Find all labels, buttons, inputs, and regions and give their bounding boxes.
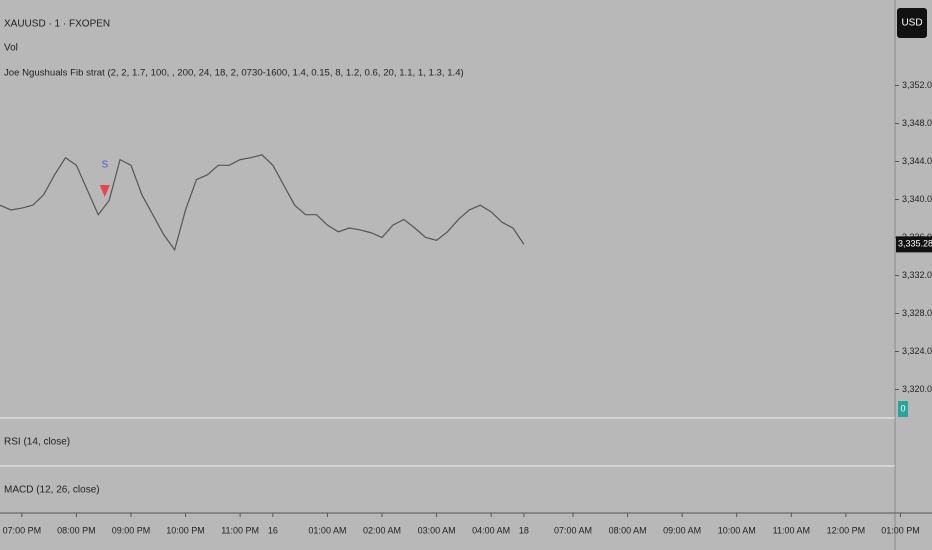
x-tick-label: 09:00 AM xyxy=(663,525,701,535)
last-price-label: 3,335.28 xyxy=(898,239,932,249)
x-tick-label: 10:00 AM xyxy=(718,525,756,535)
x-tick-label: 09:00 PM xyxy=(112,525,151,535)
x-tick-label: 03:00 AM xyxy=(418,525,456,535)
sell-signal xyxy=(99,185,110,197)
y-tick-label: 3,348.00 xyxy=(902,118,932,128)
x-tick-label: 08:00 AM xyxy=(609,525,647,535)
x-tick-label: 11:00 AM xyxy=(773,525,810,535)
x-tick-label: 18 xyxy=(519,525,529,535)
y-tick-label: 3,344.00 xyxy=(902,156,932,166)
x-tick-label: 12:00 PM xyxy=(827,525,866,535)
y-tick-label: 3,340.00 xyxy=(902,194,932,204)
y-tick-label: 3,324.00 xyxy=(902,346,932,356)
pane-label: MACD (12, 26, close) xyxy=(4,485,100,496)
x-tick-label: 01:00 AM xyxy=(308,525,346,535)
indicator-label: Joe Ngushuals Fib strat (2, 2, 1.7, 100,… xyxy=(4,68,464,79)
x-tick-label: 08:00 PM xyxy=(57,525,96,535)
y-tick-label: 3,328.00 xyxy=(902,308,932,318)
last-price-box xyxy=(896,236,932,253)
currency-label[interactable]: USD xyxy=(901,18,922,29)
price-line xyxy=(0,154,525,252)
y-tick-label: 3,332.00 xyxy=(902,270,932,280)
indicator-label: Vol xyxy=(4,43,18,54)
x-tick-label: 01:00 PM xyxy=(881,525,920,535)
currency-button[interactable] xyxy=(897,8,927,38)
x-tick-label: 11:00 PM xyxy=(221,525,259,535)
y-tick-label: 3,320.00 xyxy=(902,384,932,394)
y-tick-label: 3,352.00 xyxy=(902,80,932,90)
x-tick-label: 07:00 AM xyxy=(554,525,592,535)
volume-badge xyxy=(898,401,908,417)
x-tick-label: 16 xyxy=(268,525,278,535)
x-tick-label: 10:00 PM xyxy=(166,525,205,535)
signal-label: S xyxy=(101,160,108,171)
pane-label: RSI (14, close) xyxy=(4,437,70,448)
chart-title: XAUUSD · 1 · FXOPEN xyxy=(4,19,110,30)
x-tick-label: 04:00 AM xyxy=(472,525,510,535)
x-tick-label: 07:00 PM xyxy=(3,525,42,535)
x-tick-label: 02:00 AM xyxy=(363,525,401,535)
volume-badge-label: 0 xyxy=(900,403,905,413)
